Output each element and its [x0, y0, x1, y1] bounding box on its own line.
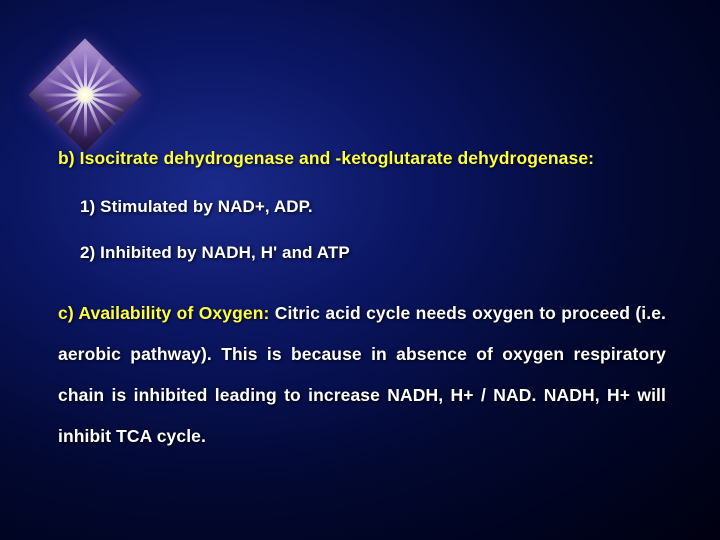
section-c-paragraph: c) Availability of Oxygen: Citric acid c… [58, 293, 666, 458]
section-b-heading: b) Isocitrate dehydrogenase and -ketoglu… [58, 148, 666, 169]
section-c-lead: c) Availability of Oxygen: [58, 303, 269, 323]
section-b-item-2: 2) Inhibited by NADH, H' and ATP [80, 243, 666, 263]
section-c-body: Citric acid cycle needs oxygen to procee… [58, 303, 666, 446]
section-b-item-1: 1) Stimulated by NAD+, ADP. [80, 197, 666, 217]
diamond-shape [28, 38, 141, 151]
corner-decoration [30, 40, 140, 150]
slide-content: b) Isocitrate dehydrogenase and -ketoglu… [58, 148, 666, 458]
